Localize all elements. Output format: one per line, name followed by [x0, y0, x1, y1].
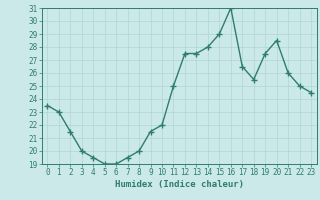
X-axis label: Humidex (Indice chaleur): Humidex (Indice chaleur): [115, 180, 244, 189]
